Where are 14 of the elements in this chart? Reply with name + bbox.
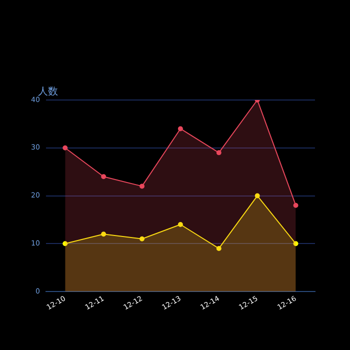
point [178, 222, 183, 228]
point [216, 246, 222, 251]
point [62, 145, 68, 150]
point [293, 241, 298, 246]
point [140, 236, 145, 242]
point [140, 184, 145, 189]
y-axis-title: 人数 [38, 86, 58, 98]
point [62, 241, 68, 246]
point [178, 126, 183, 132]
point [216, 150, 222, 156]
point [101, 232, 106, 237]
point [293, 202, 298, 208]
point [254, 193, 260, 198]
point [101, 174, 106, 180]
